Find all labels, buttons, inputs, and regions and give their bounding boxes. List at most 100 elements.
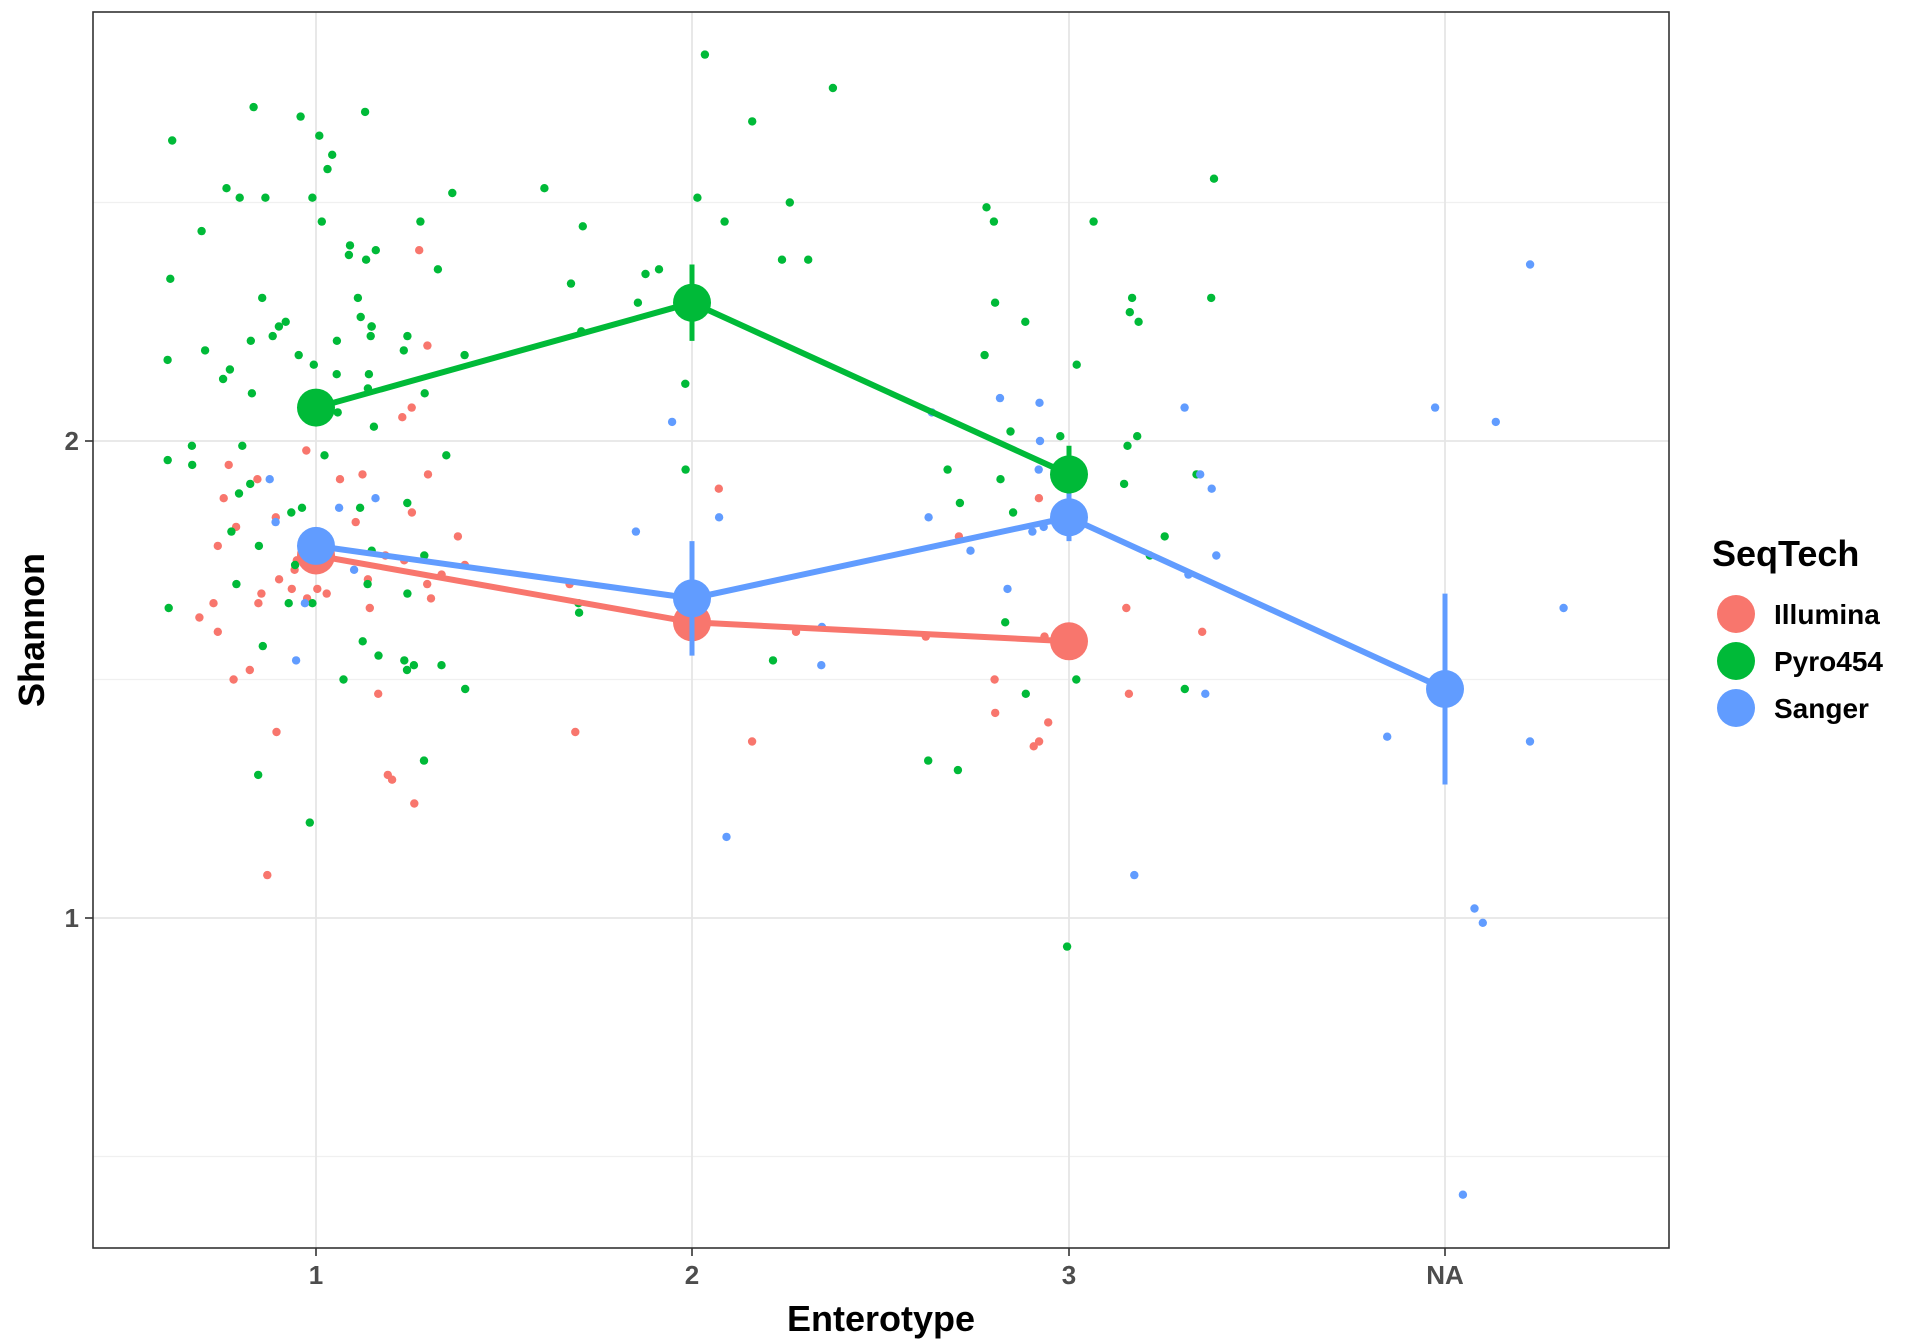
- data-point: [163, 355, 172, 365]
- data-point: [1021, 317, 1030, 326]
- data-point: [1072, 675, 1081, 684]
- data-point: [320, 451, 329, 460]
- plot-panel-border: [92, 11, 1670, 1249]
- mean-point: [297, 526, 335, 565]
- x-tick-label: 3: [1062, 1260, 1076, 1290]
- data-point: [700, 50, 710, 59]
- legend: SeqTech Illumina Pyro454 Sanger: [1712, 533, 1883, 727]
- data-point: [361, 255, 371, 264]
- data-point: [305, 818, 314, 827]
- data-point: [367, 322, 376, 331]
- data-point: [322, 589, 331, 598]
- data-point: [291, 656, 301, 665]
- data-point: [1008, 508, 1018, 517]
- data-point: [681, 465, 690, 474]
- data-point: [1035, 436, 1045, 446]
- data-point: [943, 465, 952, 474]
- data-point: [433, 265, 443, 274]
- data-point: [578, 222, 587, 231]
- data-point: [371, 246, 380, 255]
- data-point: [982, 203, 991, 212]
- mean-point: [673, 579, 711, 618]
- data-point: [437, 661, 446, 670]
- data-point: [213, 627, 222, 636]
- data-point: [302, 446, 311, 455]
- data-point: [1559, 603, 1568, 613]
- data-point: [1478, 918, 1488, 927]
- data-point: [315, 131, 324, 140]
- data-point: [332, 370, 341, 379]
- data-point: [254, 770, 263, 780]
- data-point: [247, 389, 257, 398]
- data-point: [423, 341, 432, 350]
- data-point: [258, 293, 267, 303]
- data-point: [574, 608, 584, 617]
- data-point: [924, 513, 933, 522]
- data-point: [253, 475, 262, 484]
- data-point: [403, 498, 412, 508]
- data-point: [403, 589, 412, 598]
- mean-point: [673, 283, 711, 322]
- data-point: [222, 184, 231, 193]
- legend-label: Sanger: [1774, 693, 1869, 724]
- data-point: [407, 403, 416, 412]
- data-point: [296, 112, 305, 121]
- data-point: [1062, 942, 1072, 951]
- data-point: [1034, 737, 1044, 746]
- data-point: [990, 298, 1000, 307]
- data-point: [1028, 527, 1037, 536]
- data-point: [990, 675, 999, 684]
- x-axis-title: Enterotype: [787, 1298, 975, 1339]
- data-point: [166, 274, 175, 283]
- data-point: [785, 198, 794, 207]
- data-point: [187, 441, 197, 450]
- data-point: [163, 455, 172, 465]
- data-point: [349, 565, 359, 574]
- data-point: [235, 193, 244, 202]
- data-point: [980, 350, 989, 360]
- data-point: [1196, 470, 1205, 479]
- data-point: [168, 136, 177, 145]
- data-point: [667, 417, 677, 427]
- data-point: [1001, 618, 1010, 627]
- data-point: [332, 336, 342, 345]
- legend-key: [1717, 642, 1755, 680]
- data-point: [1119, 479, 1129, 489]
- data-point: [1133, 432, 1142, 441]
- y-tick-label: 1: [65, 903, 79, 933]
- data-point: [1029, 742, 1038, 751]
- data-point: [287, 508, 296, 517]
- data-point: [423, 470, 433, 479]
- data-point: [420, 389, 429, 398]
- mean-point: [1050, 455, 1088, 494]
- data-point: [453, 532, 463, 541]
- data-point: [366, 331, 375, 341]
- data-point: [369, 422, 379, 431]
- data-point: [265, 475, 274, 484]
- data-point: [748, 117, 757, 126]
- mean-point: [1426, 670, 1464, 708]
- data-point: [410, 799, 419, 808]
- data-point: [344, 250, 354, 260]
- data-point: [768, 656, 778, 665]
- data-point: [402, 665, 412, 675]
- data-point: [345, 241, 355, 250]
- data-point: [358, 470, 367, 479]
- data-point: [1201, 689, 1210, 698]
- data-point: [631, 527, 641, 536]
- data-point: [1127, 293, 1137, 303]
- data-point: [1006, 427, 1015, 436]
- data-point: [246, 479, 255, 489]
- legend-key: [1717, 689, 1755, 727]
- data-point: [254, 599, 263, 608]
- data-point: [1160, 532, 1169, 541]
- data-point: [284, 599, 293, 608]
- data-point: [365, 603, 374, 613]
- data-point: [219, 494, 228, 503]
- data-point: [995, 393, 1005, 403]
- data-point: [693, 193, 702, 202]
- data-point: [1021, 689, 1030, 698]
- data-point: [1125, 308, 1135, 317]
- data-point: [309, 360, 318, 369]
